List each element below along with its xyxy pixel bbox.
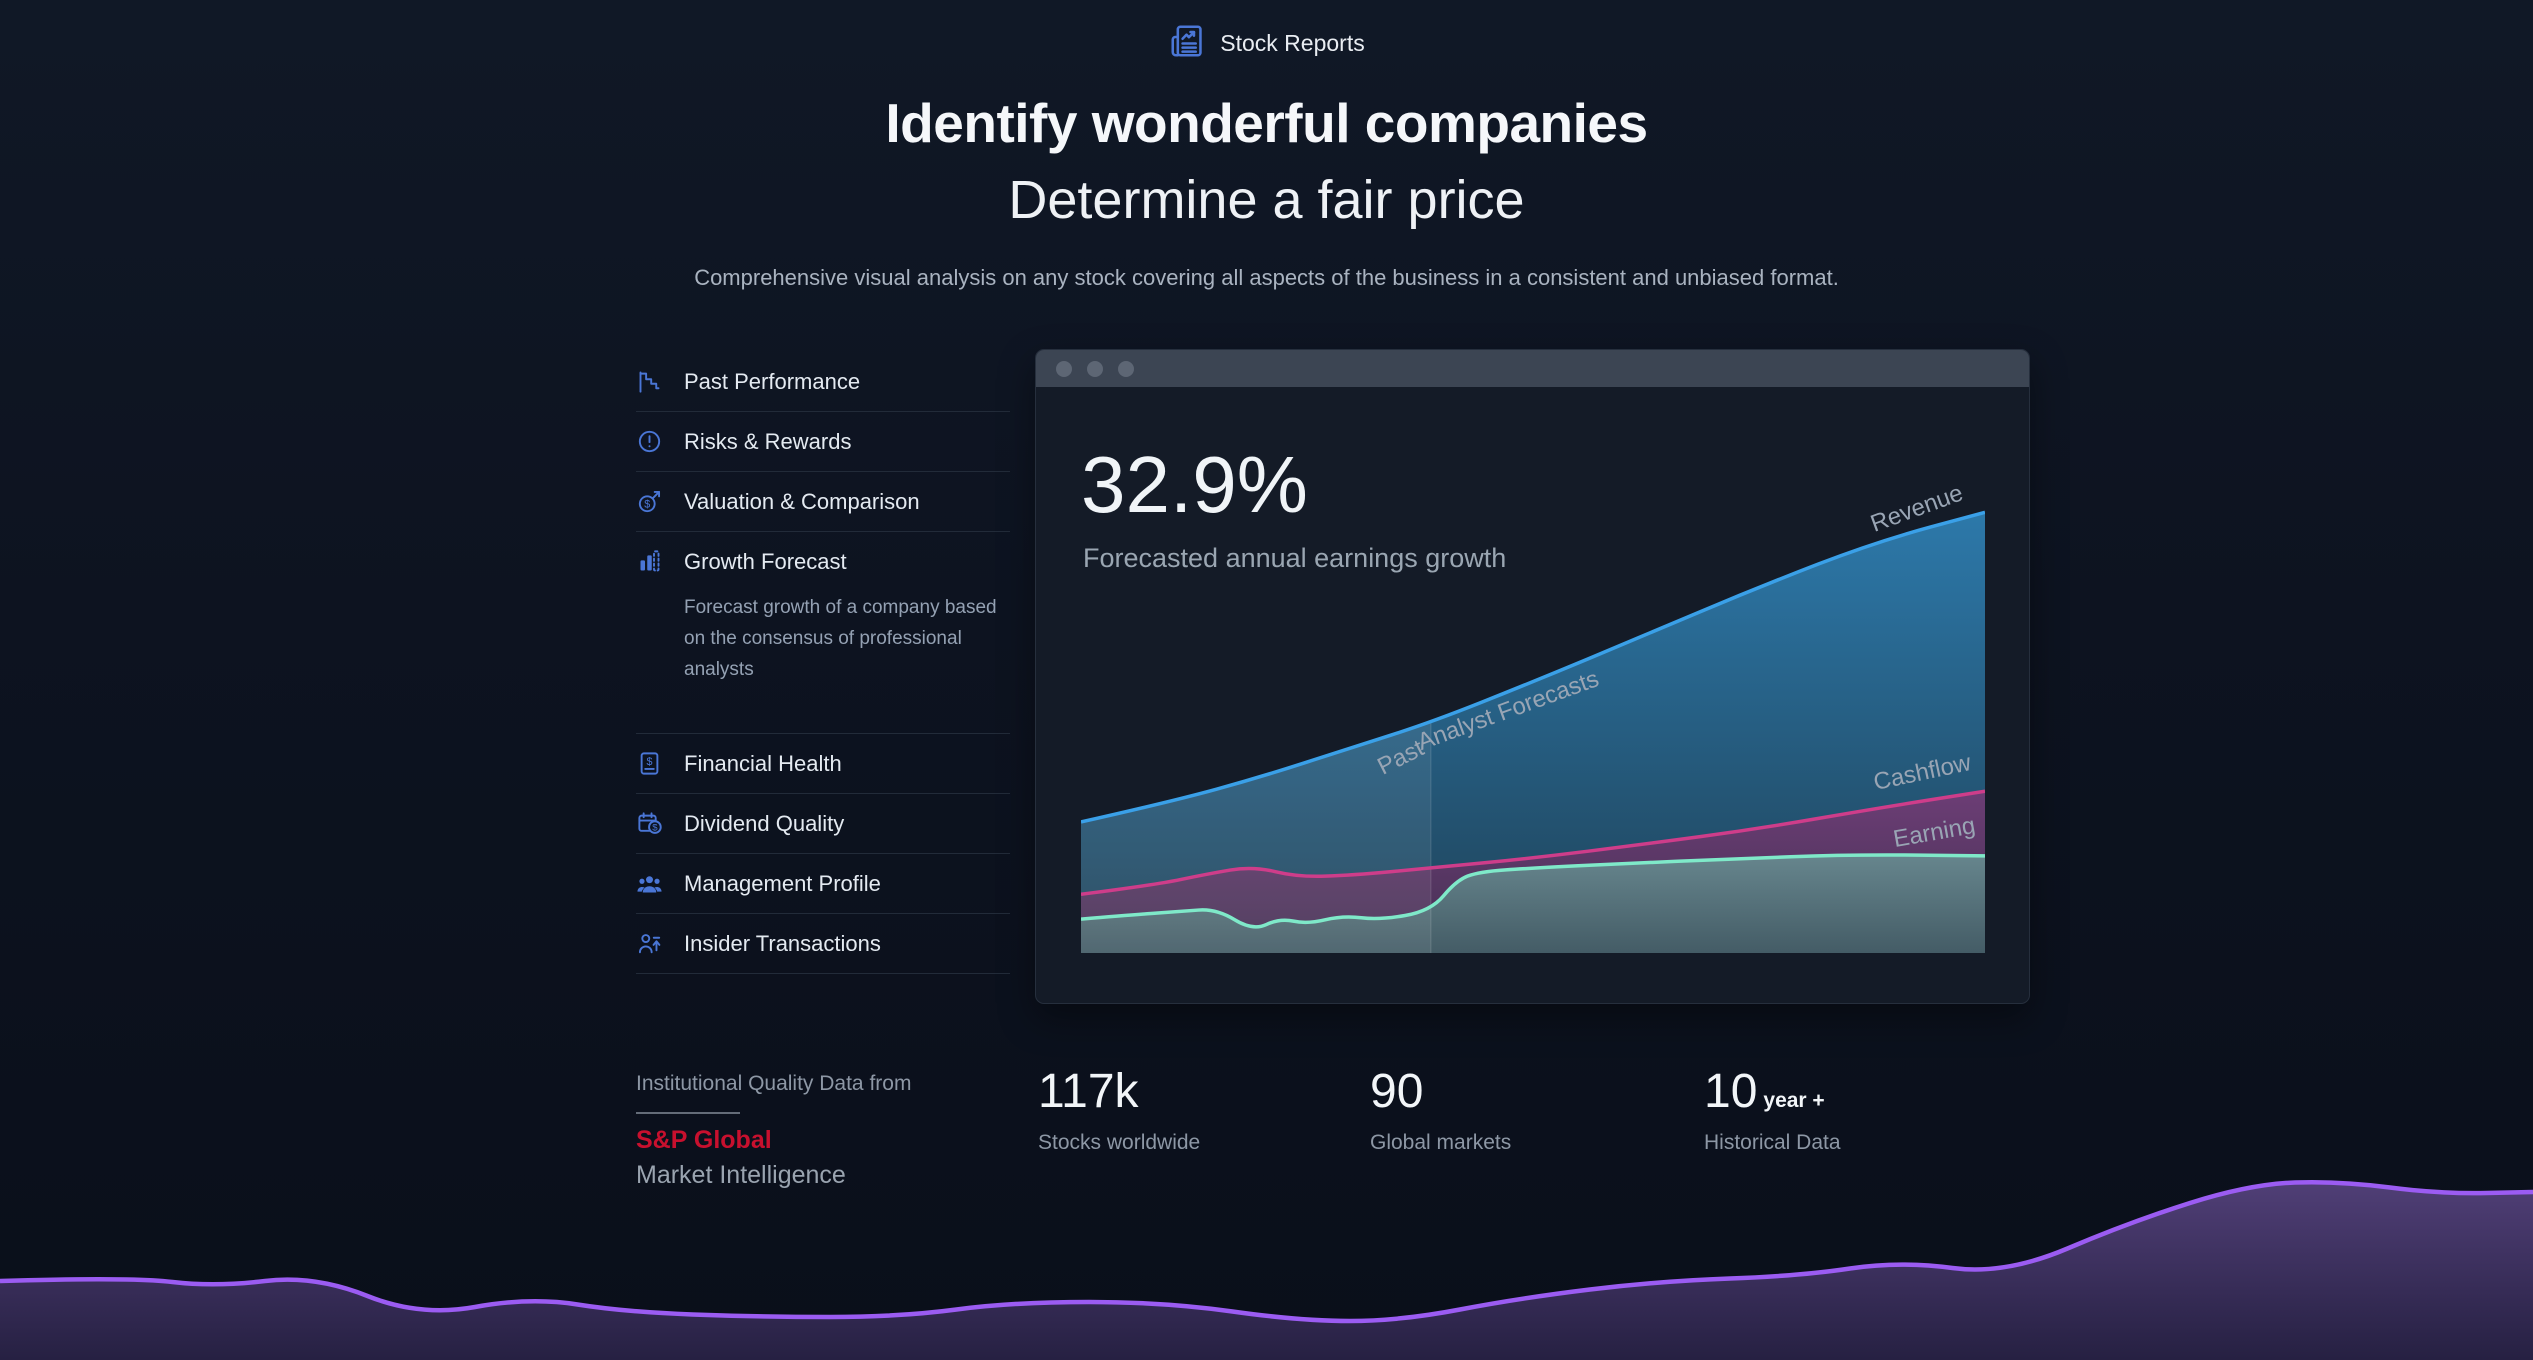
insider-transactions-icon <box>636 930 663 957</box>
menu-item-management-profile[interactable]: Management Profile <box>636 853 1010 913</box>
risks-rewards-icon <box>636 428 663 455</box>
forecast-growth-value: 32.9% <box>1081 440 1308 529</box>
stat-value: 117k <box>1038 1065 1139 1118</box>
window-control-dot <box>1056 360 1072 377</box>
menu-item-past-performance[interactable]: Past Performance <box>636 352 1010 411</box>
valuation-comparison-icon: $ <box>636 488 663 515</box>
menu-item-risks-rewards[interactable]: Risks & Rewards <box>636 411 1010 471</box>
stat-label: Historical Data <box>1704 1131 1841 1154</box>
window-control-dot <box>1118 360 1134 377</box>
page-description: Comprehensive visual analysis on any sto… <box>694 265 1839 290</box>
menu-item-label: Management Profile <box>684 870 881 896</box>
financial-health-icon: $ <box>636 750 663 777</box>
attribution-text: Institutional Quality Data from <box>636 1072 912 1095</box>
data-attribution: Institutional Quality Data from S&P Glob… <box>636 1072 911 1190</box>
past-performance-icon <box>636 368 663 395</box>
forecast-area-chart: Revenue Analyst Forecasts Past Cashflow … <box>1081 479 1985 953</box>
hero-section: Stock Reports Identify wonderful compani… <box>0 0 2533 291</box>
attribution-divider <box>636 1112 740 1114</box>
menu-item-label: Financial Health <box>684 750 842 776</box>
stat-label: Global markets <box>1370 1131 1512 1154</box>
menu-item-label: Insider Transactions <box>684 930 881 956</box>
dividend-quality-icon: $ <box>636 810 663 837</box>
market-intelligence-label: Market Intelligence <box>636 1161 846 1189</box>
menu-item-label: Valuation & Comparison <box>684 488 920 514</box>
menu-item-label: Risks & Rewards <box>684 428 852 454</box>
menu-item-label: Past Performance <box>684 368 861 394</box>
stat-suffix: year + <box>1763 1089 1825 1112</box>
window-title-bar <box>1036 350 2029 387</box>
menu-item-growth-forecast[interactable]: Growth Forecast <box>636 531 1010 591</box>
page-title: Identify wonderful companies <box>885 92 1648 154</box>
decorative-wave <box>0 1179 2533 1360</box>
stat-global-markets: 90 Global markets <box>1370 1068 1511 1155</box>
stat-value: 10 year + <box>1704 1068 1841 1116</box>
growth-forecast-icon <box>636 548 663 575</box>
menu-item-label: Growth Forecast <box>684 548 847 574</box>
growth-forecast-description: Forecast growth of a company based on th… <box>684 597 997 680</box>
badge-label: Stock Reports <box>1220 30 1365 56</box>
report-sections-menu: Past Performance Risks & Rewards $ Valua… <box>636 352 1010 975</box>
menu-item-dividend-quality[interactable]: $ Dividend Quality <box>636 793 1010 853</box>
chart-canvas <box>1081 510 1985 953</box>
management-profile-icon <box>636 870 663 897</box>
menu-item-insider-transactions[interactable]: Insider Transactions <box>636 913 1010 973</box>
svg-text:$: $ <box>647 756 653 768</box>
stock-reports-badge: Stock Reports <box>1168 22 1365 65</box>
menu-item-financial-health[interactable]: $ Financial Health <box>636 734 1010 793</box>
svg-text:$: $ <box>644 498 650 510</box>
svg-text:$: $ <box>652 823 658 834</box>
menu-item-valuation-comparison[interactable]: $ Valuation & Comparison <box>636 471 1010 531</box>
stat-number: 10 <box>1704 1065 1758 1118</box>
stock-reports-icon <box>1168 22 1206 65</box>
sp-global-logo: S&P Global <box>636 1126 772 1154</box>
menu-item-label: Dividend Quality <box>684 810 845 836</box>
stat-value: 90 <box>1370 1065 1424 1118</box>
stat-historical-data: 10 year + Historical Data <box>1704 1068 1841 1155</box>
stat-label: Stocks worldwide <box>1038 1131 1201 1154</box>
stat-stocks-worldwide: 117k Stocks worldwide <box>1038 1068 1200 1155</box>
window-control-dot <box>1087 360 1103 377</box>
page-subtitle: Determine a fair price <box>1008 170 1525 230</box>
report-preview-card: 32.9% Forecasted annual earnings growth <box>1035 349 2030 1004</box>
forecast-growth-label: Forecasted annual earnings growth <box>1083 543 1507 573</box>
